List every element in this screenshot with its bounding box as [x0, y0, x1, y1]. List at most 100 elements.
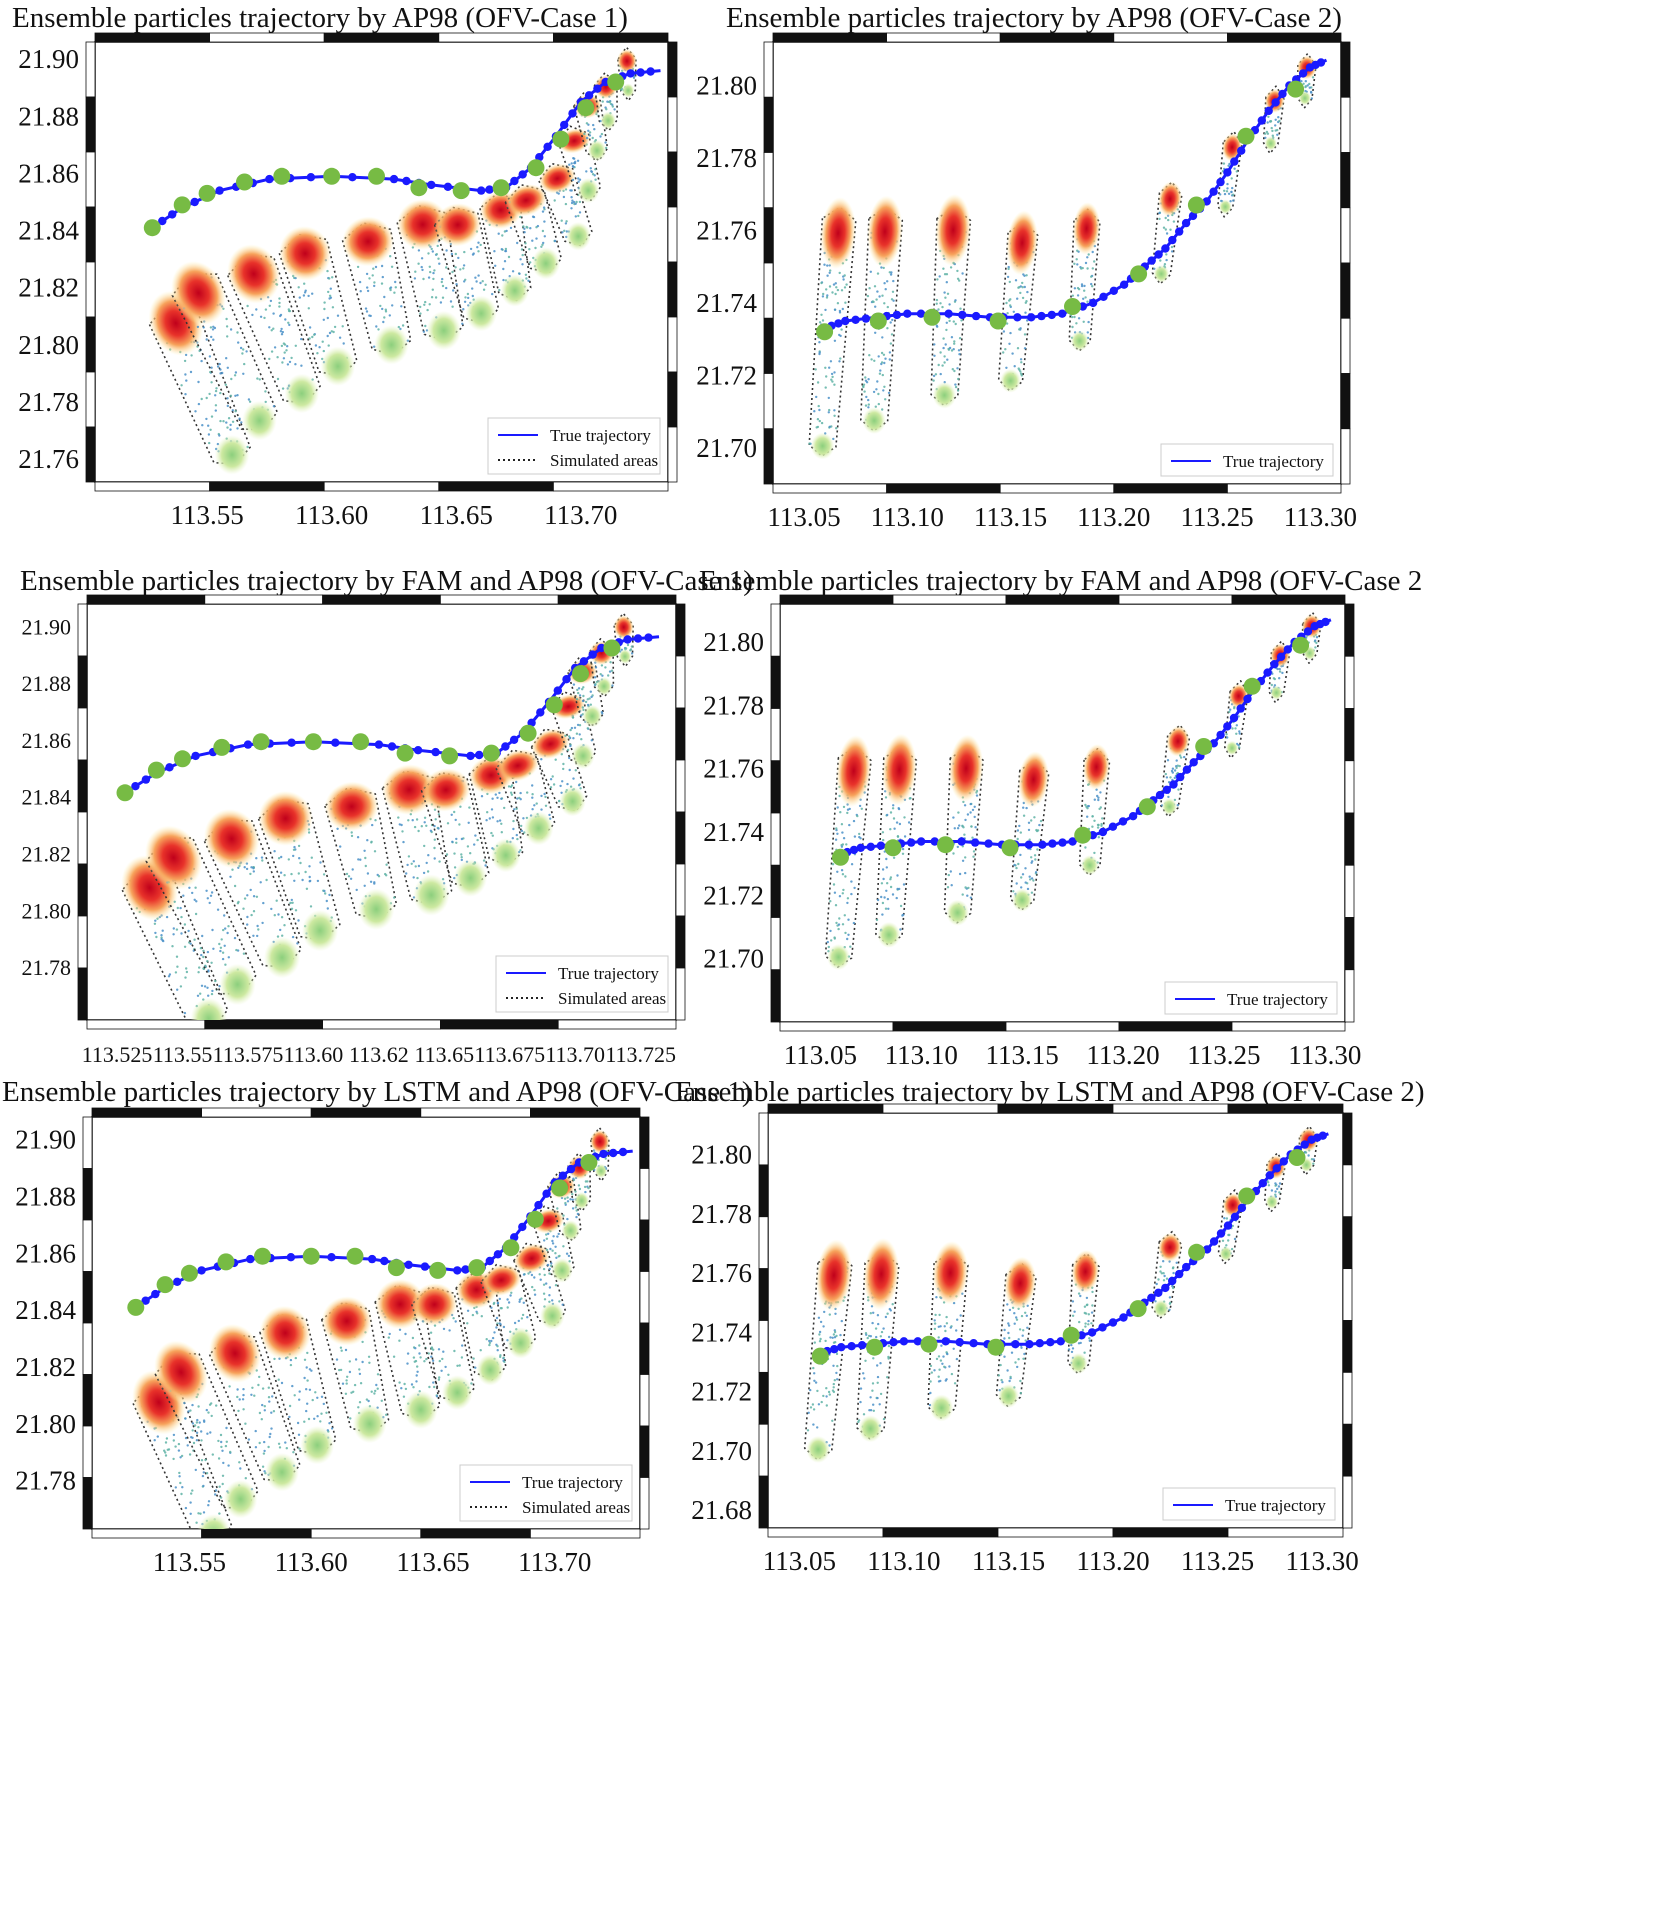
particle — [585, 122, 589, 125]
particle — [268, 357, 271, 361]
particle — [237, 900, 240, 904]
particle — [1073, 262, 1076, 265]
particle — [1169, 228, 1172, 231]
particle — [247, 398, 251, 401]
particle — [831, 1389, 835, 1392]
particle — [551, 1299, 554, 1302]
particle — [314, 344, 318, 347]
particle — [380, 282, 384, 285]
y-tick-label: 21.82 — [18, 273, 79, 303]
ensemble-cloud — [420, 768, 490, 897]
particle-density-head — [381, 764, 437, 815]
particle — [1223, 1217, 1226, 1220]
trajectory-point — [1087, 1328, 1097, 1337]
particle — [545, 1237, 549, 1241]
particle — [889, 885, 893, 889]
particle — [1084, 261, 1088, 265]
particle — [458, 823, 461, 826]
particle — [1228, 710, 1231, 714]
simulated-area-boundary — [504, 184, 563, 274]
particle — [1021, 1334, 1024, 1337]
particle-density-head — [154, 1340, 208, 1404]
particle — [833, 1379, 836, 1382]
particle — [490, 808, 494, 811]
particle — [326, 334, 329, 338]
particle — [1019, 1391, 1022, 1395]
particle — [575, 732, 579, 735]
particle — [437, 813, 441, 816]
particle — [879, 1335, 882, 1338]
particle — [582, 694, 585, 698]
particle — [841, 892, 844, 895]
observation-marker — [368, 167, 385, 185]
particle — [564, 734, 567, 737]
trajectory-point — [1176, 772, 1185, 782]
particle-tail-cluster — [618, 648, 632, 665]
particle-tail-cluster — [214, 435, 250, 475]
particle — [880, 361, 884, 364]
particle — [280, 855, 283, 859]
particle — [539, 1278, 542, 1281]
particle — [496, 1302, 500, 1305]
trajectory-point — [389, 174, 399, 184]
particle — [349, 1417, 352, 1420]
particle — [493, 250, 496, 253]
x-tick-label: 113.725 — [605, 1042, 676, 1067]
border-segment — [886, 32, 1001, 43]
y-tick-label: 21.82 — [15, 1352, 76, 1382]
particle-density-head — [820, 197, 856, 270]
particle-tail-cluster — [476, 1354, 505, 1386]
particle-tail-cluster — [1153, 264, 1170, 283]
particle — [259, 881, 262, 884]
border-segment — [770, 864, 781, 918]
particle — [835, 1334, 838, 1338]
border-segment — [323, 481, 440, 492]
particle — [872, 1357, 875, 1360]
trajectory-point — [453, 1266, 462, 1275]
particle — [999, 1363, 1002, 1367]
ensemble-cloud — [930, 194, 972, 409]
particle — [205, 417, 208, 421]
border-segment — [420, 1528, 531, 1539]
particle — [225, 325, 229, 328]
simulated-area-boundary — [1160, 724, 1191, 818]
particle — [1021, 281, 1024, 285]
particle — [844, 301, 847, 304]
particle — [194, 1468, 197, 1472]
trajectory-point — [1223, 1221, 1233, 1230]
particle — [350, 1391, 353, 1394]
particle — [1022, 1329, 1025, 1332]
particle — [1030, 891, 1034, 894]
border-segment — [763, 96, 774, 153]
particle — [197, 971, 200, 974]
y-tick-label: 21.76 — [18, 444, 79, 474]
particle — [823, 1310, 826, 1314]
particle — [419, 312, 422, 315]
particle — [371, 274, 374, 277]
particle — [520, 248, 524, 251]
particle — [250, 1393, 253, 1397]
particle — [293, 1394, 296, 1397]
particle — [404, 1332, 407, 1336]
particle — [406, 863, 409, 867]
trajectory-point — [534, 1200, 543, 1210]
particle — [1157, 1278, 1160, 1281]
particle — [279, 330, 283, 333]
particle — [813, 1372, 816, 1375]
trajectory-point — [402, 176, 411, 186]
particle — [210, 415, 214, 418]
particle — [500, 797, 503, 800]
particle — [1071, 294, 1075, 297]
particle — [445, 286, 448, 290]
trajectory-point — [1147, 1293, 1156, 1303]
particle — [572, 683, 576, 686]
particle — [937, 363, 940, 367]
particle — [222, 928, 225, 932]
particle — [1172, 1271, 1175, 1275]
particle — [1031, 860, 1034, 863]
particle — [293, 845, 296, 849]
particle — [412, 1386, 415, 1389]
particle — [183, 359, 187, 363]
x-tick-label: 113.05 — [784, 1040, 857, 1070]
